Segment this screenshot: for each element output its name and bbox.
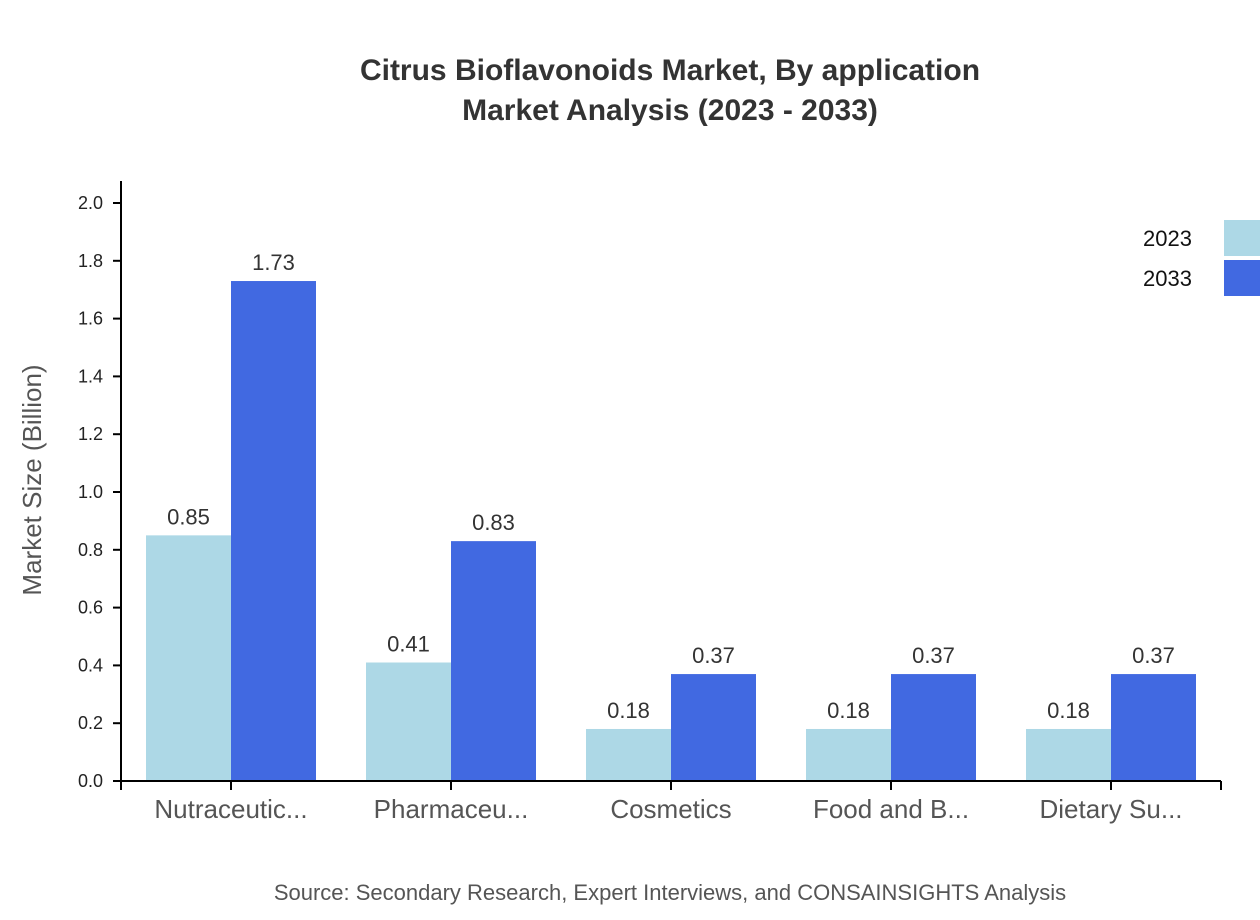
legend-label: 2023 <box>1143 226 1192 251</box>
x-tick-label: Food and B... <box>813 794 969 824</box>
y-tick-label: 1.4 <box>78 366 103 386</box>
chart-title-line-1: Citrus Bioflavonoids Market, By applicat… <box>360 54 980 87</box>
y-tick-label: 1.6 <box>78 309 103 329</box>
y-tick-label: 1.8 <box>78 251 103 271</box>
value-labels-group: 0.85 1.73 0.41 0.83 0.18 0.37 0.18 0.37 0.18 0.37 <box>167 250 1175 723</box>
x-axis: Nutraceutic... Pharmaceu... Cosmetics Food … <box>120 780 1222 824</box>
bar-value-label: 0.18 <box>827 698 870 723</box>
bar-2033 <box>451 541 536 781</box>
x-tick-label: Dietary Su... <box>1039 794 1182 824</box>
chart-title-line-2: Market Analysis (2023 - 2033) <box>462 94 878 127</box>
legend: 2023 2033 <box>1143 220 1260 296</box>
bar-value-label: 0.37 <box>1132 643 1175 668</box>
bar-value-label: 0.41 <box>387 632 430 657</box>
y-axis: 0.0 0.2 0.4 0.6 0.8 1.0 1.2 1.4 1.6 1.8 2.0 <box>78 181 122 791</box>
bar-2023 <box>806 728 891 781</box>
y-tick-label: 0.0 <box>78 771 103 791</box>
x-tick-label: Pharmaceu... <box>374 794 529 824</box>
source-note: Source: Secondary Research, Expert Inter… <box>274 880 1066 905</box>
y-tick-label: 0.4 <box>78 655 103 675</box>
bar-2023 <box>586 728 671 781</box>
y-axis-label: Market Size (Billion) <box>17 364 47 595</box>
y-tick-label: 0.2 <box>78 713 103 733</box>
y-tick-label: 0.8 <box>78 540 103 560</box>
x-tick-label: Nutraceutic... <box>154 794 307 824</box>
bar-2033 <box>1111 674 1196 781</box>
bar-2033 <box>671 674 756 781</box>
bar-value-label: 0.37 <box>912 643 955 668</box>
bar-2023 <box>1026 728 1111 781</box>
bar-value-label: 0.85 <box>167 504 210 529</box>
bar-value-label: 0.18 <box>1047 698 1090 723</box>
bar-2023 <box>146 535 231 781</box>
y-tick-label: 1.0 <box>78 482 103 502</box>
x-tick-label: Cosmetics <box>610 794 731 824</box>
y-tick-label: 0.6 <box>78 598 103 618</box>
y-tick-label: 2.0 <box>78 193 103 213</box>
bar-2033 <box>231 281 316 781</box>
bar-2033 <box>891 674 976 781</box>
bar-value-label: 0.83 <box>472 510 515 535</box>
bars-group <box>146 281 1196 781</box>
bar-2023 <box>366 662 451 781</box>
bar-value-label: 0.37 <box>692 643 735 668</box>
legend-swatch <box>1224 260 1260 296</box>
bar-value-label: 0.18 <box>607 698 650 723</box>
y-tick-label: 1.2 <box>78 424 103 444</box>
bar-value-label: 1.73 <box>252 250 295 275</box>
legend-swatch <box>1224 220 1260 256</box>
legend-label: 2033 <box>1143 266 1192 291</box>
